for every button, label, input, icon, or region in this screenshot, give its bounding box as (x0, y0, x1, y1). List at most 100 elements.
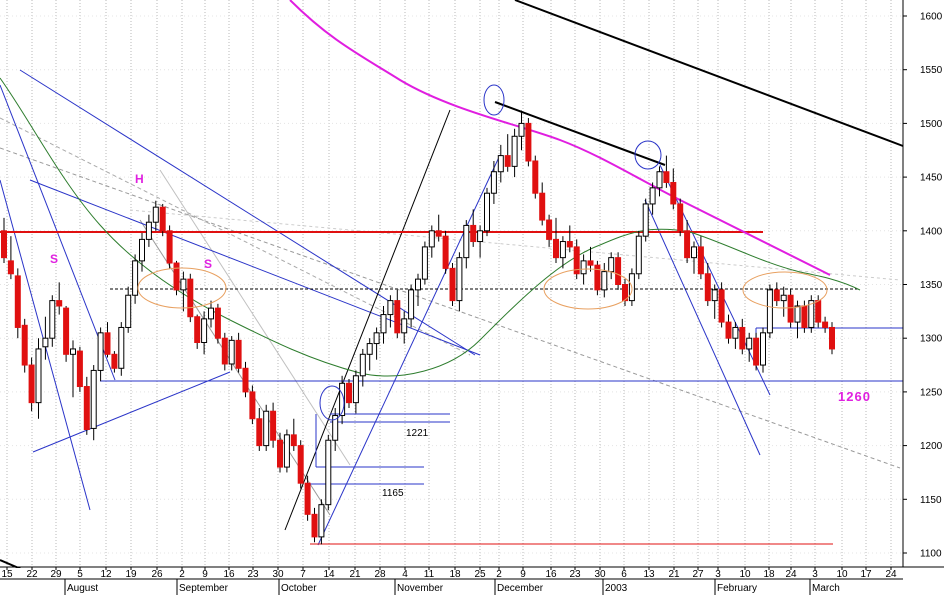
candle-body (656, 171, 663, 189)
candle-body (532, 160, 539, 194)
x-tick-label: 11 (424, 569, 435, 580)
x-tick-label: 25 (474, 569, 486, 580)
trend-line (0, 147, 901, 469)
candle-body (304, 482, 311, 515)
candle-body (559, 241, 566, 259)
x-tick-label: 30 (594, 569, 606, 580)
x-tick-label: 22 (26, 569, 38, 580)
candle-body (490, 171, 497, 194)
candle-body (277, 439, 283, 468)
candle-body (442, 235, 449, 269)
candle-body (118, 326, 125, 369)
candle-body (470, 224, 477, 243)
candle-body (145, 221, 152, 240)
resistance-line (514, 0, 904, 147)
x-tick-label: 10 (836, 569, 848, 580)
x-tick-label: 13 (643, 569, 655, 580)
candle-body (773, 289, 780, 302)
x-axis-background (0, 568, 944, 595)
x-tick-label: 18 (449, 569, 461, 580)
highlight-circle (634, 140, 662, 170)
x-tick-label: 28 (374, 569, 386, 580)
month-label: November (397, 583, 444, 594)
level-label: 1221 (406, 428, 429, 439)
x-tick-label: 2 (496, 569, 502, 580)
candle-body (194, 316, 201, 343)
candle-body (70, 348, 76, 355)
x-tick-label: 9 (202, 569, 208, 580)
candle-body (235, 339, 242, 369)
trend-line (0, 117, 471, 356)
candle-body (339, 382, 346, 417)
candle-body (525, 122, 532, 162)
moving-average-200 (289, 0, 831, 276)
candle-body (408, 289, 415, 320)
candle-body (622, 284, 628, 302)
y-tick-label: 1400 (920, 226, 943, 237)
x-tick-label: 23 (247, 569, 259, 580)
candle-body (587, 260, 594, 266)
candle-body (228, 339, 235, 365)
month-label: February (717, 583, 757, 594)
candle-body (766, 289, 773, 334)
candle-body (111, 353, 118, 369)
candle-body (152, 206, 159, 223)
candle-body (380, 314, 387, 334)
candle-body (56, 300, 63, 307)
candle-body (566, 241, 573, 248)
shoulder-label: S (204, 257, 212, 271)
month-label: 2003 (605, 583, 628, 594)
y-tick-label: 1450 (920, 173, 943, 184)
candle-body (214, 307, 221, 339)
x-tick-label: 21 (349, 569, 361, 580)
month-label: October (281, 583, 317, 594)
candle-body (318, 504, 325, 538)
candle-body (401, 318, 408, 334)
candle-body (256, 418, 263, 447)
pattern-ellipse (543, 268, 633, 310)
candle-body (711, 289, 718, 302)
candle-body (615, 257, 622, 285)
trend-line (659, 164, 771, 396)
candle-body (718, 289, 725, 323)
candle-body (539, 192, 546, 221)
moving-average-layer (0, 0, 861, 377)
x-tick-label: 26 (151, 569, 163, 580)
x-tick-label: 27 (692, 569, 704, 580)
candle-body (691, 246, 697, 259)
candle-body (132, 260, 139, 296)
x-tick-label: 6 (621, 569, 627, 580)
candle-body (760, 332, 766, 366)
candle-body (449, 267, 456, 302)
x-tick-label: 23 (569, 569, 581, 580)
candle-body (42, 337, 49, 348)
pattern-ellipse (137, 267, 227, 309)
x-tick-label: 3 (812, 569, 818, 580)
candle-body (359, 353, 366, 377)
candle-body (346, 382, 352, 404)
candle-body (415, 278, 421, 291)
x-tick-label: 14 (323, 569, 335, 580)
x-tick-label: 30 (272, 569, 284, 580)
candle-body (463, 224, 470, 259)
trend-line (159, 169, 351, 466)
x-tick-label: 4 (402, 569, 408, 580)
y-tick-label: 1350 (920, 280, 943, 291)
candle-body (325, 439, 332, 506)
y-tick-label: 1550 (920, 65, 943, 76)
candle-body (601, 271, 608, 291)
candle-body (332, 415, 339, 441)
candle-body (21, 324, 28, 366)
candle-body (822, 321, 829, 328)
candle-body (208, 307, 214, 320)
candle-body (815, 300, 822, 323)
candle-body (518, 122, 525, 137)
candle-body (394, 300, 401, 334)
month-label: August (67, 583, 98, 594)
candle-body (649, 187, 656, 205)
candle-body (297, 445, 304, 484)
support-label: 1260 (838, 389, 871, 404)
candle-body (829, 326, 835, 350)
